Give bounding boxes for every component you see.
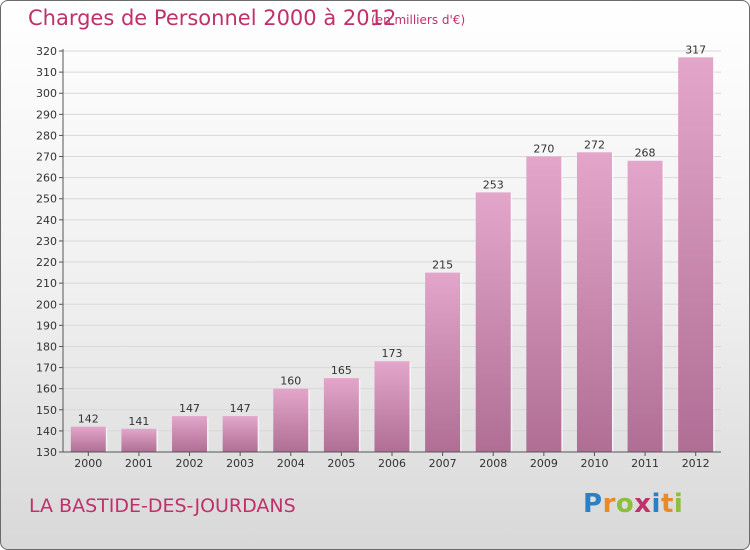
logo-letter: P [583,489,603,519]
y-tick-label: 130 [36,446,57,459]
bar [576,152,612,452]
logo-letter: t [660,489,674,519]
bar-value-label: 215 [432,259,453,272]
chart-subtitle: (en milliers d'€) [371,13,466,27]
y-tick-label: 220 [36,256,57,269]
bars [70,57,715,453]
y-tick-label: 240 [36,214,57,227]
bar-value-label: 173 [382,347,403,360]
chart-title: Charges de Personnel 2000 à 2012 [28,6,397,30]
bar [273,388,309,452]
y-tick-label: 200 [36,298,57,311]
x-tick-label: 2001 [125,457,153,470]
bar [222,416,258,452]
y-tick-label: 300 [36,87,57,100]
bar-value-label: 147 [179,402,200,415]
x-tick-label: 2003 [226,457,254,470]
y-tick-label: 320 [36,45,57,58]
bar [374,361,410,452]
bar [323,378,359,452]
bar [678,57,714,453]
x-tick-label: 2007 [429,457,457,470]
y-tick-label: 280 [36,129,57,142]
x-tick-label: 2006 [378,457,406,470]
proxiti-logo: Proxiti [583,489,683,519]
x-tick-label: 2000 [74,457,102,470]
town-name: LA BASTIDE-DES-JOURDANS [29,495,296,517]
bar [627,160,663,452]
x-tick-label: 2002 [176,457,204,470]
bar-value-label: 160 [280,375,301,388]
logo-letter: i [651,489,661,519]
bar [70,426,106,452]
y-tick-label: 230 [36,235,57,248]
y-tick-label: 260 [36,172,57,185]
logo-letter: r [602,489,616,519]
bar-value-label: 142 [78,413,99,426]
bar-value-label: 272 [584,138,605,151]
x-tick-label: 2005 [327,457,355,470]
y-tick-label: 160 [36,383,57,396]
y-tick-label: 270 [36,151,57,164]
x-tick-label: 2004 [277,457,305,470]
bar-value-label: 141 [128,415,149,428]
logo-letter: i [673,489,684,519]
x-tick-label: 2010 [580,457,608,470]
y-tick-label: 150 [36,404,57,417]
y-tick-label: 290 [36,108,57,121]
y-tick-label: 180 [36,340,57,353]
bar-value-label: 268 [635,147,656,160]
x-tick-label: 2008 [479,457,507,470]
x-tick-label: 2012 [682,457,710,470]
y-tick-label: 140 [36,425,57,438]
y-tick-label: 190 [36,319,57,332]
bar [172,416,208,452]
x-tick-label: 2009 [530,457,558,470]
bar-value-label: 317 [685,43,706,56]
y-tick-label: 310 [36,66,57,79]
labels: 130 140 150 160 170 180 190 200 210 220 230 240 250 2… [36,43,710,470]
y-tick-label: 170 [36,362,57,375]
bar [475,192,511,452]
axes [59,49,721,456]
bar-value-label: 165 [331,364,352,377]
y-tick-label: 250 [36,193,57,206]
y-tick-label: 210 [36,277,57,290]
bar [425,272,461,452]
bar [526,156,562,453]
logo-letter: o [615,489,635,519]
x-tick-label: 2011 [631,457,659,470]
bar [121,428,157,452]
bar-value-label: 253 [483,178,504,191]
bar-value-label: 147 [230,402,251,415]
bar-value-label: 270 [533,143,554,156]
logo-letter: x [634,489,652,519]
